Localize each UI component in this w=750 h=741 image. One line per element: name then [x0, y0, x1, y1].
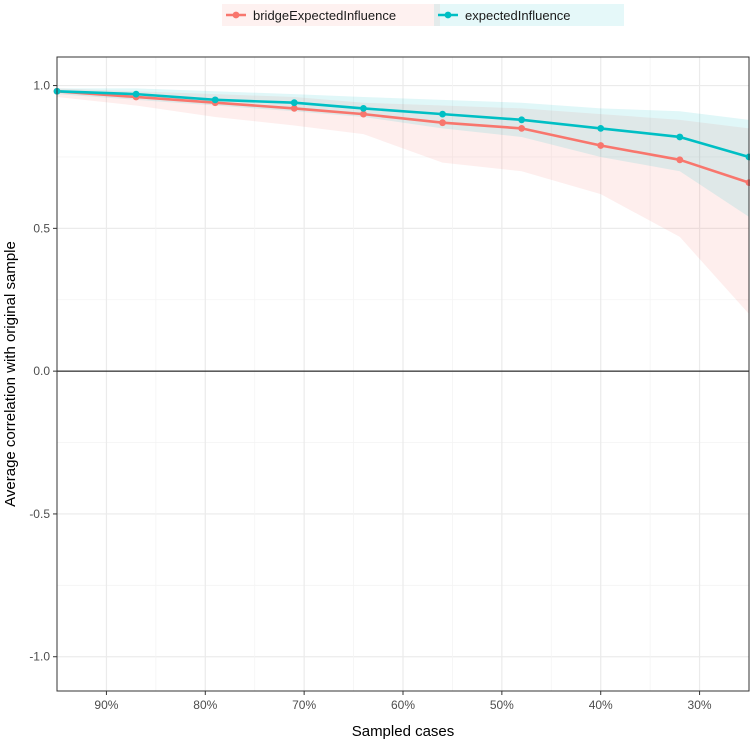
y-axis-title: Average correlation with original sample — [2, 241, 19, 507]
x-tick-label: 70% — [292, 698, 316, 712]
x-tick-label: 50% — [490, 698, 514, 712]
point-expectedInfluence — [132, 90, 140, 98]
point-expectedInfluence — [211, 96, 219, 104]
y-tick-label: 0.0 — [33, 364, 50, 378]
x-axis-title: Sampled cases — [352, 723, 455, 740]
point-expectedInfluence — [290, 99, 298, 107]
point-bridgeExpectedInfluence — [290, 105, 298, 112]
series-lines — [56, 89, 750, 184]
line-expectedInfluence — [56, 89, 750, 159]
point-bridgeExpectedInfluence — [676, 156, 684, 164]
ribbon-expectedInfluence — [57, 88, 749, 217]
legend-key-point — [444, 11, 452, 19]
legend: bridgeExpectedInfluence expectedInfluence — [222, 4, 624, 26]
point-expectedInfluence — [439, 110, 446, 118]
legend-key-bg — [222, 4, 440, 26]
confidence-ribbons — [57, 88, 749, 315]
y-tick-label: -0.5 — [29, 507, 50, 521]
y-tick-label: 0.5 — [33, 221, 50, 235]
x-tick-label: 30% — [688, 698, 712, 712]
series-points — [53, 87, 750, 187]
y-axis-ticks: 1.0 0.5 0.0 -0.5 -1.0 — [29, 79, 57, 664]
line-bridgeExpectedInfluence — [56, 89, 750, 184]
point-bridgeExpectedInfluence — [439, 119, 446, 127]
legend-key-point — [232, 11, 240, 19]
legend-key-bg — [434, 4, 624, 26]
legend-label: bridgeExpectedInfluence — [253, 8, 396, 23]
y-tick-label: -1.0 — [29, 650, 50, 664]
x-tick-label: 90% — [94, 698, 118, 712]
point-bridgeExpectedInfluence — [360, 110, 367, 118]
legend-item-bridgeExpectedInfluence: bridgeExpectedInfluence — [222, 4, 440, 26]
ribbon-bridgeExpectedInfluence — [57, 88, 749, 315]
y-tick-label: 1.0 — [33, 79, 50, 93]
x-tick-label: 40% — [589, 698, 613, 712]
legend-label: expectedInfluence — [465, 8, 571, 23]
point-expectedInfluence — [676, 133, 684, 141]
point-expectedInfluence — [597, 124, 605, 132]
x-tick-label: 60% — [391, 698, 415, 712]
x-tick-label: 80% — [193, 698, 217, 712]
point-expectedInfluence — [360, 105, 367, 112]
point-bridgeExpectedInfluence — [597, 142, 605, 149]
point-expectedInfluence — [518, 116, 526, 124]
point-bridgeExpectedInfluence — [518, 124, 526, 132]
legend-item-expectedInfluence: expectedInfluence — [434, 4, 624, 26]
x-axis-ticks: 90% 80% 70% 60% 50% 40% 30% — [94, 691, 712, 712]
